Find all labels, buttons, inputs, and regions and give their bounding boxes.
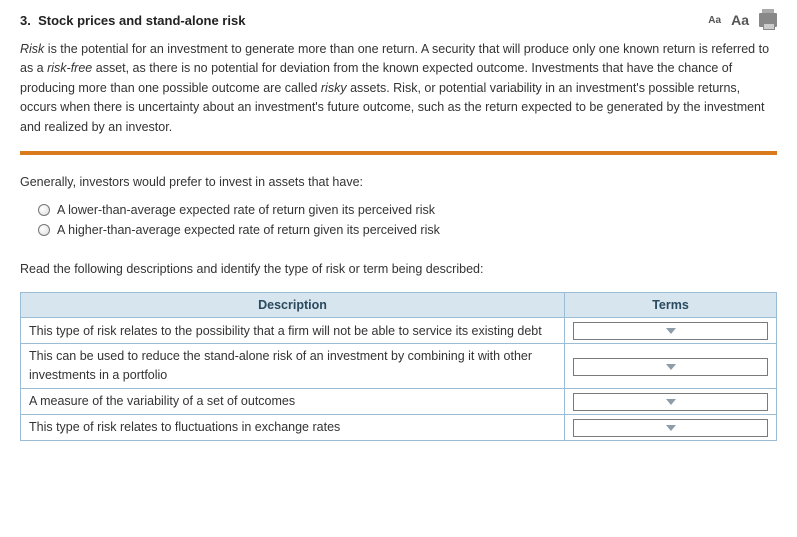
description-cell: A measure of the variability of a set of… [21,388,565,414]
terms-dropdown[interactable] [573,322,768,340]
terms-cell [565,318,777,344]
question-header: 3. Stock prices and stand-alone risk Aa … [20,12,777,28]
chevron-down-icon [666,399,676,405]
term-risk-free: risk-free [47,61,92,75]
terms-dropdown[interactable] [573,393,768,411]
font-decrease-icon[interactable]: Aa [708,15,721,26]
term-risk: Risk [20,42,44,56]
description-cell: This type of risk relates to fluctuation… [21,414,565,440]
chevron-down-icon [666,364,676,370]
radio-icon [38,224,50,236]
question-title-text: Stock prices and stand-alone risk [38,13,245,28]
column-header-description: Description [21,293,565,318]
terms-cell [565,344,777,389]
table-row: This type of risk relates to the possibi… [21,318,777,344]
font-increase-icon[interactable]: Aa [731,12,749,28]
section-divider [20,151,777,155]
table-row: This can be used to reduce the stand-alo… [21,344,777,389]
terms-cell [565,388,777,414]
description-cell: This can be used to reduce the stand-alo… [21,344,565,389]
chevron-down-icon [666,328,676,334]
question1-options: A lower-than-average expected rate of re… [38,200,777,240]
toolbar: Aa Aa [708,12,777,28]
description-terms-table: Description Terms This type of risk rela… [20,292,777,441]
radio-label: A higher-than-average expected rate of r… [57,220,440,240]
intro-paragraph: Risk is the potential for an investment … [20,40,777,137]
terms-dropdown[interactable] [573,358,768,376]
description-cell: This type of risk relates to the possibi… [21,318,565,344]
radio-icon [38,204,50,216]
chevron-down-icon [666,425,676,431]
terms-cell [565,414,777,440]
terms-dropdown[interactable] [573,419,768,437]
question-number: 3. [20,13,31,28]
question2-prompt: Read the following descriptions and iden… [20,260,777,279]
question1-prompt: Generally, investors would prefer to inv… [20,173,777,192]
term-risky: risky [321,81,347,95]
radio-option-lower[interactable]: A lower-than-average expected rate of re… [38,200,777,220]
radio-label: A lower-than-average expected rate of re… [57,200,435,220]
table-row: A measure of the variability of a set of… [21,388,777,414]
question-title: 3. Stock prices and stand-alone risk [20,13,245,28]
column-header-terms: Terms [565,293,777,318]
table-row: This type of risk relates to fluctuation… [21,414,777,440]
radio-option-higher[interactable]: A higher-than-average expected rate of r… [38,220,777,240]
print-icon[interactable] [759,13,777,27]
